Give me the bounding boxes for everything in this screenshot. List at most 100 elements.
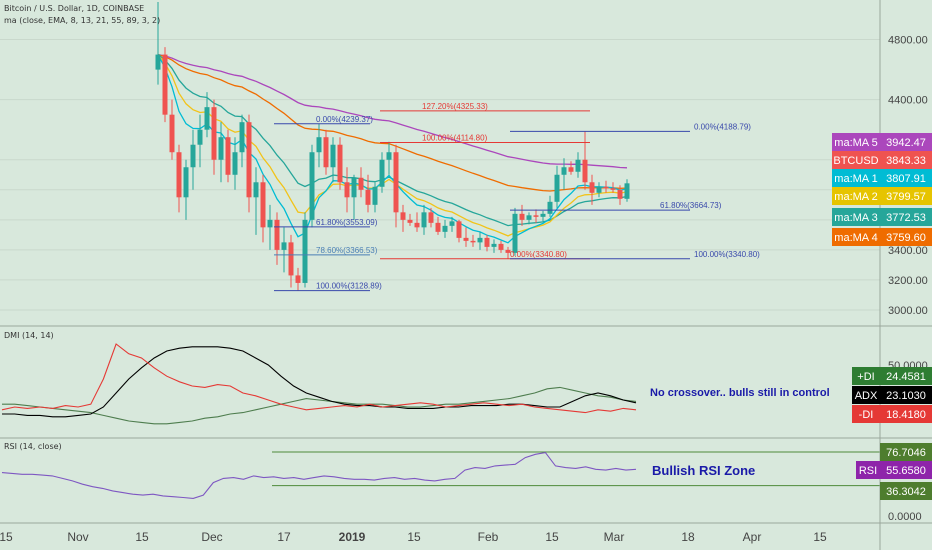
candle-body (176, 152, 182, 198)
badge-value-box (880, 208, 932, 226)
badge-label-box (856, 461, 880, 479)
candle-body (365, 189, 371, 205)
badge-value-box (880, 133, 932, 151)
price-tick-label: 3200.00 (888, 275, 928, 287)
time-tick-label: 15 (407, 530, 421, 544)
badge-value: 3799.57 (886, 191, 926, 203)
badge-label-box (852, 386, 880, 404)
time-tick-label: 15 (545, 530, 559, 544)
candle-body (239, 122, 245, 153)
rsi-title: RSI (14, close) (4, 442, 62, 451)
candle-body (372, 186, 378, 205)
candle-body (190, 144, 196, 168)
ma1-line (157, 54, 628, 244)
time-tick-label: Apr (743, 530, 762, 544)
rsi-band-badge-value: 36.3042 (886, 486, 926, 498)
candle-body (596, 186, 602, 193)
time-tick-label: 15 (0, 530, 13, 544)
value-badges: ma:MA 5 3942.47 BTCUSD 3843.33 ma:MA 1 3807.9… (832, 133, 932, 500)
dmi-line-di (1, 343, 637, 414)
badge-label: BTCUSD (833, 155, 878, 167)
badge-label: RSI (859, 465, 877, 477)
fib-level-label: 61.80%(3664.73) (660, 201, 722, 210)
time-tick-label: 2019 (339, 530, 366, 544)
candle-body (414, 222, 420, 228)
candle-body (386, 152, 392, 160)
candle-body (456, 221, 462, 238)
candle-body (162, 54, 168, 115)
badge-label: ADX (855, 390, 878, 402)
badge-label: ma:MA 2 (834, 191, 877, 203)
candle-body (568, 167, 574, 172)
fib-level-label: 0.00%(4188.79) (694, 122, 751, 131)
candle-body (204, 107, 210, 130)
candle-body (253, 182, 259, 198)
badge-value-box (880, 228, 932, 246)
candle-body (477, 237, 483, 243)
badge-value: 3772.53 (886, 212, 926, 224)
fib-level-label: 61.80%(3553.09) (316, 218, 378, 227)
time-tick-label: Nov (67, 530, 88, 544)
badge-label: ma:MA 1 (834, 173, 877, 185)
rsi-pane[interactable]: RSI (14, close) 0.0000 Bullish RSI Zone (1, 442, 922, 523)
candle-body (316, 137, 322, 153)
ma2-line (157, 54, 628, 237)
badge-value-box (880, 405, 932, 423)
rsi-annotation: Bullish RSI Zone (652, 463, 755, 478)
ma4-line (157, 53, 628, 192)
candle-body (274, 219, 280, 250)
candle-body (302, 219, 308, 283)
candle-body (582, 159, 588, 183)
candle-body (358, 177, 364, 190)
candle-body (232, 152, 238, 175)
candle-body (288, 242, 294, 276)
time-tick-label: 15 (135, 530, 149, 544)
candle-body (512, 213, 518, 253)
candle-body (295, 275, 301, 283)
rsi-band-badge-value: 76.7046 (886, 447, 926, 459)
dmi-line-di (2, 386, 637, 425)
candle-body (603, 186, 609, 189)
badge-value-box (880, 169, 932, 187)
candle-body (498, 243, 504, 250)
badge-label: +DI (857, 371, 874, 383)
badge-value-box (880, 367, 932, 385)
candle-body (309, 152, 315, 220)
candle-body (183, 167, 189, 198)
dmi-title: DMI (14, 14) (4, 331, 54, 340)
dmi-line-adx (2, 346, 637, 418)
candle-body (337, 144, 343, 183)
candle-body (400, 212, 406, 220)
candle-body (449, 221, 455, 226)
candle-body (617, 189, 623, 199)
fib-level-label: 127.20%(4325.33) (422, 102, 488, 111)
price-tick-label: 3400.00 (888, 245, 928, 257)
candle-body (519, 213, 525, 220)
fib-level-label: 100.00%(4114.80) (422, 133, 488, 142)
dmi-annotation: No crossover.. bulls still in control (650, 387, 830, 399)
candle-body (442, 225, 448, 232)
candle-body (218, 137, 224, 160)
badge-value: 23.1030 (886, 390, 926, 402)
time-tick-label: Dec (201, 530, 222, 544)
candle-body (351, 177, 357, 198)
fib-level-label: 0.00%(3340.80) (510, 250, 567, 259)
badge-value: 24.4581 (886, 371, 926, 383)
fib-level-label: 78.60%(3366.53) (316, 246, 378, 255)
candle-body (330, 144, 336, 168)
candle-body (561, 167, 567, 175)
candle-body (470, 240, 476, 243)
candle-body (624, 183, 630, 199)
rsi-line (1, 452, 637, 499)
rsi-band-badge (880, 443, 932, 461)
time-tick-label: 18 (681, 530, 695, 544)
candle-body (428, 212, 434, 223)
badge-label-box (852, 367, 880, 385)
ma5-line (157, 53, 628, 169)
badge-value-box (880, 386, 932, 404)
fib-level-label: 100.00%(3128.89) (316, 282, 382, 291)
